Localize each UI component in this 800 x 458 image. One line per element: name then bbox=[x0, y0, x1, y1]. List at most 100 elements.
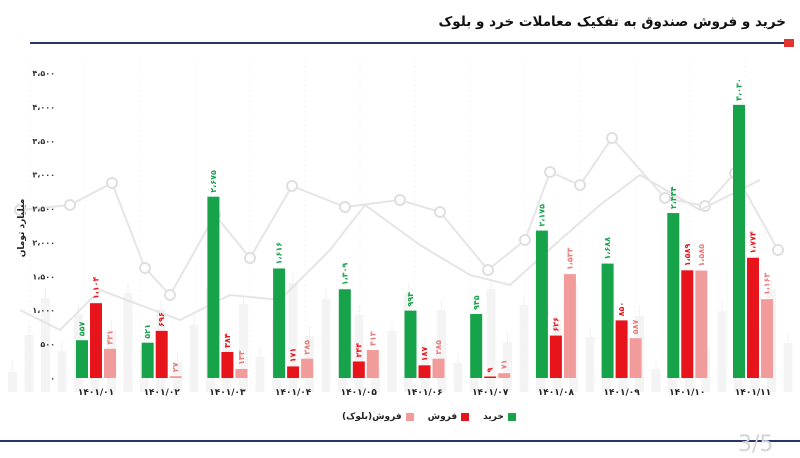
bar bbox=[338, 289, 351, 378]
bar bbox=[498, 373, 511, 378]
decor-candle bbox=[519, 305, 529, 392]
bar bbox=[761, 299, 773, 378]
bar bbox=[352, 361, 365, 378]
legend-item-block-sell: فروش(بلوک) bbox=[342, 412, 414, 422]
decor-candle bbox=[503, 342, 512, 392]
bar-group: ۴،۰۳۰ ۱،۷۷۴ ۱،۱۶۳ bbox=[733, 78, 773, 378]
data-label: ۱،۳۰۹ bbox=[340, 263, 349, 286]
decor-trend-line bbox=[19, 136, 779, 297]
decor-candle bbox=[288, 283, 298, 392]
data-label: ۱،۷۷۴ bbox=[749, 231, 758, 254]
data-label: ۴۳۱ bbox=[106, 330, 115, 345]
data-label: ۱۷۱ bbox=[289, 348, 298, 363]
x-tick-label: ۱۴۰۱/۰۸ bbox=[538, 388, 575, 398]
bar bbox=[733, 104, 745, 378]
y-axis-label: میلیارد تومان bbox=[17, 199, 27, 258]
decor-candle bbox=[717, 311, 727, 392]
y-tick-label: ۰ bbox=[50, 374, 55, 383]
data-label: ۱،۵۸۵ bbox=[697, 244, 706, 267]
decor-candle bbox=[8, 372, 17, 392]
decor-candle bbox=[651, 369, 661, 392]
data-label: ۳۸۴ bbox=[223, 333, 232, 348]
decor-candle bbox=[57, 351, 67, 392]
decor-candle bbox=[24, 335, 34, 392]
page-number: 3/5 bbox=[738, 432, 774, 457]
data-label: ۲،۶۷۵ bbox=[209, 170, 218, 193]
data-label: ۷۱ bbox=[500, 359, 509, 369]
data-label: ۶۲۶ bbox=[551, 317, 560, 332]
x-tick-label: ۱۴۰۱/۰۴ bbox=[275, 388, 312, 398]
decor-candle bbox=[486, 289, 496, 392]
bar-group: ۱،۳۰۹ ۲۴۴ ۴۱۳ bbox=[338, 263, 379, 378]
x-tick-label: ۱۴۰۱/۰۲ bbox=[144, 388, 181, 398]
data-label: ۱،۶۱۶ bbox=[275, 242, 284, 265]
bar bbox=[629, 338, 642, 378]
title-underline bbox=[30, 42, 788, 44]
legend-item-buy: خرید bbox=[483, 412, 516, 422]
decor-node bbox=[772, 244, 784, 256]
bar bbox=[601, 263, 614, 378]
data-label: ۱۸۷ bbox=[420, 347, 429, 362]
data-label: ۱،۶۸۸ bbox=[603, 237, 612, 260]
bar bbox=[287, 366, 300, 378]
decor-candle bbox=[90, 367, 100, 392]
bar bbox=[549, 335, 562, 378]
decor-candle bbox=[123, 293, 133, 392]
data-label: ۱،۱۰۴ bbox=[92, 276, 101, 299]
legend-label-block-sell: فروش(بلوک) bbox=[342, 412, 402, 422]
decor-node bbox=[544, 166, 556, 178]
legend-label-buy: خرید bbox=[483, 412, 504, 422]
data-label: ۲۴۴ bbox=[354, 343, 363, 358]
bar bbox=[141, 342, 154, 378]
y-tick-label: ۳،۵۰۰ bbox=[32, 137, 55, 146]
bar bbox=[207, 196, 220, 378]
data-label: ۹۴۵ bbox=[472, 295, 481, 310]
bar bbox=[404, 310, 417, 378]
bar-group: ۹۴۵ ۹ ۷۱ bbox=[470, 295, 511, 378]
y-tick-label: ۴،۰۰۰ bbox=[32, 103, 55, 112]
data-label: ۵۲۱ bbox=[143, 324, 152, 339]
y-tick-label: ۴،۵۰۰ bbox=[32, 69, 55, 78]
decor-node bbox=[164, 289, 176, 301]
data-label: ۵۸۷ bbox=[631, 319, 640, 334]
bar-group: ۵۲۱ ۶۹۶ ۲۷ bbox=[141, 312, 182, 378]
y-tick-label: ۱،۰۰۰ bbox=[32, 306, 55, 315]
data-label: ۹۹۴ bbox=[406, 292, 415, 307]
decor-candle bbox=[321, 299, 331, 392]
bar bbox=[470, 313, 483, 378]
decor-node bbox=[14, 204, 26, 216]
decor-node bbox=[139, 262, 151, 274]
x-tick-label: ۱۴۰۱/۰۱ bbox=[78, 388, 114, 398]
decor-candle bbox=[239, 304, 248, 392]
data-label: ۱،۵۸۹ bbox=[683, 244, 692, 267]
x-axis: ۱۴۰۱/۰۱ ۱۴۰۱/۰۲ ۱۴۰۱/۰۳ ۱۴۰۱/۰۴ ۱۴۰۱/۰۵ ۱۴۰۱/… bbox=[78, 388, 771, 398]
y-axis: ۰ ۵۰۰ ۱،۰۰۰ ۱،۵۰۰ ۲،۰۰۰ ۲،۵۰۰ ۳،۰۰۰ ۳،۵۰۰ ۴،۰۰۰ ۴… bbox=[32, 69, 55, 383]
y-tick-label: ۱،۵۰۰ bbox=[32, 272, 55, 281]
decor-candle bbox=[189, 325, 199, 392]
bar bbox=[432, 358, 445, 378]
data-label: ۲،۱۷۵ bbox=[537, 204, 546, 227]
data-label: ۵۵۷ bbox=[78, 321, 87, 336]
data-label: ۴۱۳ bbox=[368, 331, 377, 346]
chart-title: خرید و فروش صندوق به تفکیک معاملات خرد و… bbox=[438, 14, 786, 30]
bar bbox=[169, 376, 182, 378]
decor-node bbox=[482, 264, 494, 276]
bar bbox=[667, 213, 680, 378]
x-tick-label: ۱۴۰۱/۱۱ bbox=[735, 388, 771, 398]
decor-node bbox=[244, 252, 256, 264]
data-label: ۲۸۵ bbox=[434, 340, 443, 355]
data-label: ۱،۱۶۳ bbox=[763, 272, 772, 295]
bar bbox=[484, 376, 497, 378]
x-tick-label: ۱۴۰۱/۰۵ bbox=[341, 388, 378, 398]
data-label: ۱۳۳ bbox=[237, 350, 246, 365]
legend-label-sell: فروش bbox=[427, 412, 458, 422]
decor-candle bbox=[255, 357, 265, 392]
decor-node bbox=[606, 132, 618, 144]
decor-node bbox=[106, 177, 118, 189]
legend: خرید فروش فروش(بلوک) bbox=[342, 412, 516, 422]
bar bbox=[695, 270, 708, 378]
decor-node bbox=[394, 194, 406, 206]
data-label: ۲۷ bbox=[171, 362, 180, 372]
decor-node bbox=[339, 201, 351, 213]
